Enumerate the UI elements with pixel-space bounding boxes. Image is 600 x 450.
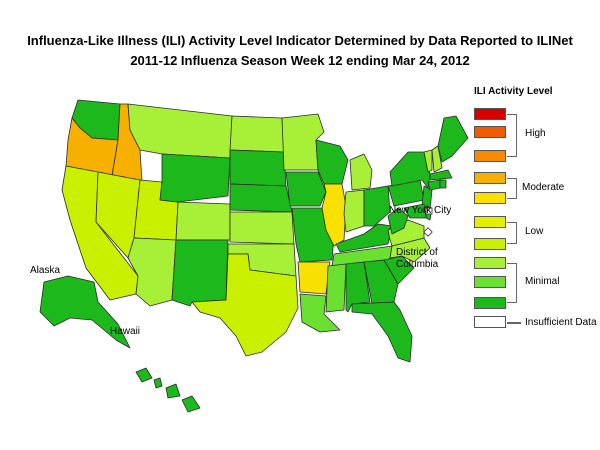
legend-label-low: Low (525, 226, 544, 237)
label-dc-line2: Columbia (396, 259, 439, 270)
state-wisconsin (315, 139, 349, 185)
legend-bracket-low (507, 222, 517, 244)
legend-label-minimal: Minimal (525, 276, 560, 287)
nyc-marker (425, 207, 433, 215)
dc-marker (423, 227, 433, 237)
legend-bracket-minimal (507, 263, 517, 303)
legend-bracket-high (507, 114, 517, 157)
state-hawaii-1 (135, 367, 153, 383)
legend-swatch-moderate-6 (474, 192, 506, 204)
state-colorado (175, 201, 231, 241)
legend-swatch-high-10 (474, 108, 506, 120)
state-nebraska (229, 183, 293, 213)
state-new-york (389, 151, 431, 189)
state-hawaii-4 (181, 395, 201, 413)
legend-label-insufficient: Insufficient Data (525, 317, 597, 328)
state-hawaii-3 (165, 383, 181, 399)
state-georgia (363, 259, 399, 305)
state-new-hampshire (431, 145, 443, 173)
map-title-line1: Influenza-Like Illness (ILI) Activity Le… (27, 33, 573, 48)
state-vermont (423, 149, 433, 173)
state-maine (437, 115, 469, 163)
state-south-dakota (229, 149, 287, 187)
state-texas (191, 253, 299, 357)
legend-bracket-insufficient (507, 322, 521, 324)
label-dc-line1: District of (396, 247, 438, 258)
legend-bracket-moderate (507, 178, 517, 199)
state-florida (351, 301, 413, 363)
legend-swatch-high-8 (474, 150, 506, 162)
state-massachusetts (429, 169, 453, 181)
state-hawaii-2 (153, 377, 163, 389)
legend-title: ILI Activity Level (474, 86, 553, 97)
legend-label-moderate: Moderate (522, 182, 565, 193)
state-mississippi (325, 263, 347, 313)
legend-swatch-insufficient (474, 316, 506, 328)
label-new-york-city: New York City (389, 205, 452, 216)
state-wyoming (159, 153, 231, 203)
state-arkansas (297, 261, 331, 295)
state-connecticut (427, 179, 441, 191)
state-illinois (321, 183, 347, 247)
state-ohio (363, 185, 391, 227)
state-indiana (343, 189, 365, 233)
legend-swatch-low-4 (474, 238, 506, 250)
legend-swatch-moderate-7 (474, 172, 506, 184)
map-title-line2: 2011-12 Influenza Season Week 12 ending … (130, 53, 470, 68)
legend-swatch-minimal-3 (474, 257, 506, 269)
legend-swatch-low-5 (474, 216, 506, 228)
state-new-mexico (171, 239, 229, 307)
state-kansas (229, 211, 295, 245)
label-alaska: Alaska (30, 265, 61, 276)
state-alaska (39, 275, 131, 349)
legend-swatch-minimal-1 (474, 297, 506, 309)
state-michigan (349, 153, 373, 191)
state-west-virginia (387, 207, 409, 235)
state-north-dakota (229, 115, 285, 153)
legend-label-high: High (525, 128, 546, 139)
legend-swatch-high-9 (474, 126, 506, 138)
state-louisiana (299, 293, 341, 333)
state-montana (127, 103, 233, 159)
state-iowa (285, 171, 327, 207)
state-rhode-island (439, 179, 447, 189)
label-hawaii: Hawaii (110, 326, 141, 337)
legend-swatch-minimal-2 (474, 276, 506, 288)
